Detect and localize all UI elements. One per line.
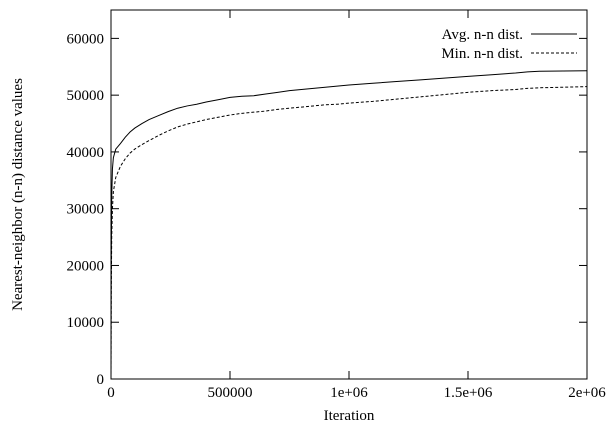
y-tick-label: 40000 <box>67 145 105 161</box>
y-tick-label: 60000 <box>67 31 105 47</box>
legend: Avg. n-n dist. Min. n-n dist. <box>441 27 577 62</box>
x-axis-label: Iteration <box>324 408 375 424</box>
series-lines <box>110 70 588 380</box>
y-tick-label: 30000 <box>67 202 105 218</box>
legend-label: Min. n-n dist. <box>441 46 523 62</box>
series-line-avg <box>110 70 588 380</box>
y-axis: 0 10000 20000 30000 40000 50000 60000 <box>67 31 587 388</box>
x-tick-label: 500000 <box>208 385 253 401</box>
x-tick-label: 1.5e+06 <box>444 385 493 401</box>
y-tick-label: 0 <box>97 372 105 388</box>
y-tick-label: 20000 <box>67 258 105 274</box>
x-tick-label: 1e+06 <box>330 385 368 401</box>
x-tick-label: 2e+06 <box>568 385 606 401</box>
plot-frame <box>110 9 588 380</box>
x-tick-label: 0 <box>107 385 115 401</box>
plot-area <box>110 9 588 380</box>
legend-label: Avg. n-n dist. <box>442 27 523 43</box>
y-tick-label: 50000 <box>67 88 105 104</box>
y-axis-label: Nearest-neighbor (n-n) distance values <box>10 78 26 311</box>
y-tick-label: 10000 <box>67 315 105 331</box>
x-axis: 0 500000 1e+06 1.5e+06 2e+06 <box>107 10 606 401</box>
series-line-min <box>110 86 588 380</box>
